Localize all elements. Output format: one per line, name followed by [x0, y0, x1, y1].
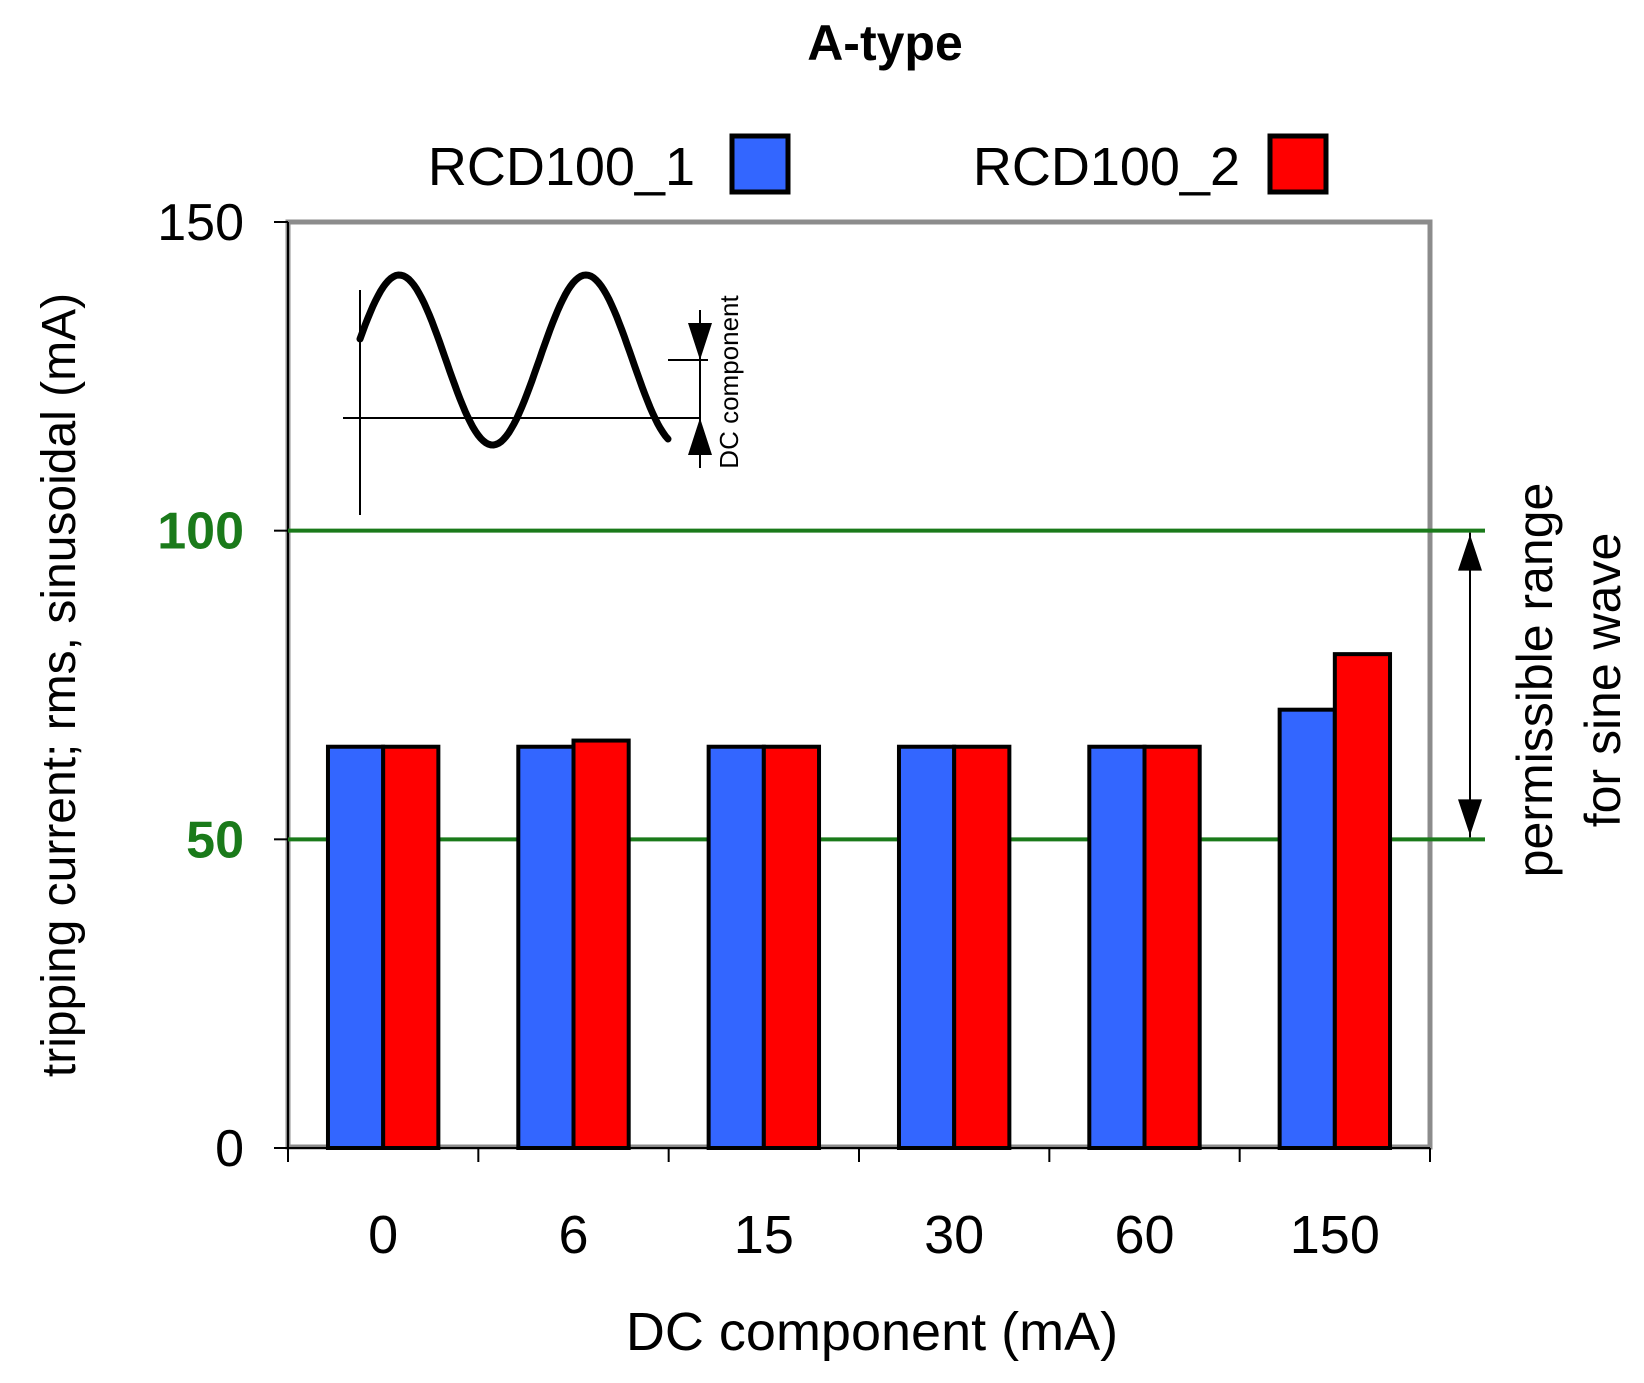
- inset-dc-label: DC component: [714, 295, 744, 469]
- range-label-line-1: permissible range: [1507, 483, 1563, 878]
- bar-rcd100-1-6: [516, 744, 576, 1150]
- legend-swatch-series-2: [1267, 133, 1329, 195]
- legend-swatch-series-1: [729, 133, 791, 195]
- range-label-line-2: for sine wave: [1575, 533, 1631, 828]
- bar-rcd100-2-150: [1332, 652, 1393, 1151]
- inset-dc-arrow-up: [688, 418, 712, 455]
- bar-rcd100-1-15: [706, 744, 766, 1150]
- legend-label-series-1: RCD100_1: [428, 137, 695, 197]
- inset-dc-arrow-down: [688, 323, 712, 360]
- range-arrow-up: [1458, 534, 1482, 571]
- x-tick-label: 15: [734, 1205, 794, 1265]
- inset-sine-illustration: DC component: [343, 271, 744, 515]
- x-tick-label: 150: [1290, 1205, 1380, 1265]
- bar-rcd100-1-150: [1277, 707, 1337, 1151]
- y-tick-label: 0: [215, 1120, 244, 1178]
- x-tick-label: 0: [368, 1205, 398, 1265]
- bar-rcd100-2-60: [1142, 744, 1202, 1150]
- range-arrow-down: [1458, 799, 1482, 836]
- y-tick-label: 100: [157, 503, 244, 561]
- y-tick-label: 50: [186, 811, 244, 869]
- x-tick-label: 30: [924, 1205, 984, 1265]
- permissible-range-annotation: permissible range for sine wave: [1458, 483, 1631, 878]
- bar-rcd100-2-15: [761, 744, 822, 1150]
- y-axis-label: tripping current; rms, sinusoidal (mA): [33, 293, 86, 1077]
- legend-label-series-2: RCD100_2: [973, 137, 1240, 197]
- inset-sine-wave: [356, 271, 672, 449]
- x-tick-label: 6: [558, 1205, 588, 1265]
- bar-rcd100-2-6: [571, 738, 631, 1150]
- bar-rcd100-1-0: [325, 744, 386, 1150]
- bar-rcd100-1-30: [896, 744, 957, 1150]
- chart-title: A-type: [807, 15, 963, 71]
- x-axis-label: DC component (mA): [626, 1302, 1118, 1362]
- legend: RCD100_1 RCD100_2: [428, 133, 1329, 197]
- x-tick-label: 60: [1114, 1205, 1174, 1265]
- y-tick-label: 150: [157, 194, 244, 252]
- bar-series: [325, 652, 1393, 1151]
- y-axis-ticks: 0 50 100 150: [157, 194, 288, 1178]
- bar-rcd100-2-30: [952, 744, 1012, 1150]
- plot-frame: [285, 219, 1433, 1150]
- x-axis-ticks: 0 6 15 30 60 150: [287, 1148, 1431, 1265]
- bar-rcd100-1-60: [1087, 744, 1147, 1150]
- bar-rcd100-2-0: [381, 744, 441, 1150]
